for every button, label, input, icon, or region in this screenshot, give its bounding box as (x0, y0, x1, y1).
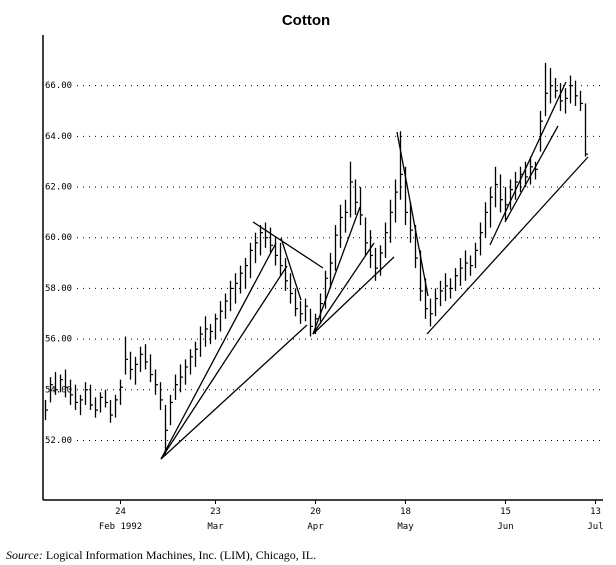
x-month-label: May (397, 522, 414, 532)
chart-title: Cotton (282, 12, 330, 29)
x-tick-label: 24 (115, 507, 126, 517)
y-tick-label: 58.00 (45, 284, 72, 294)
trend-line (160, 242, 277, 460)
y-tick-label: 66.00 (45, 81, 72, 91)
trend-line (489, 81, 567, 246)
y-tick-label: 62.00 (45, 183, 72, 193)
y-tick-label: 64.00 (45, 132, 72, 142)
y-tick-label: 54.00 (45, 385, 72, 395)
trend-line (160, 265, 288, 460)
x-month-label: Jun (497, 522, 513, 532)
x-month-label: Mar (207, 522, 224, 532)
y-tick-label: 56.00 (45, 335, 72, 345)
x-month-label: Jul (587, 522, 603, 532)
source: Source: Logical Information Machines, In… (6, 548, 316, 562)
trend-line (312, 242, 375, 335)
source-label: Source: (6, 548, 43, 562)
x-tick-label: 20 (310, 507, 321, 517)
trend-line (426, 156, 589, 335)
y-tick-label: 52.00 (45, 436, 72, 446)
trend-lines (160, 81, 589, 460)
trend-line (160, 324, 308, 460)
x-tick-label: 13 (590, 507, 601, 517)
trend-line (280, 237, 302, 301)
x-month-label: Feb 1992 (99, 522, 142, 532)
source-text: Logical Information Machines, Inc. (LIM)… (46, 548, 316, 562)
x-month-label: Apr (307, 522, 324, 532)
trend-line (252, 221, 324, 269)
trend-line (504, 125, 559, 223)
x-tick-label: 23 (210, 507, 221, 517)
x-tick-label: 18 (400, 507, 411, 517)
x-tick-label: 15 (500, 507, 511, 517)
y-tick-label: 60.00 (45, 233, 72, 243)
trend-line (396, 131, 429, 297)
